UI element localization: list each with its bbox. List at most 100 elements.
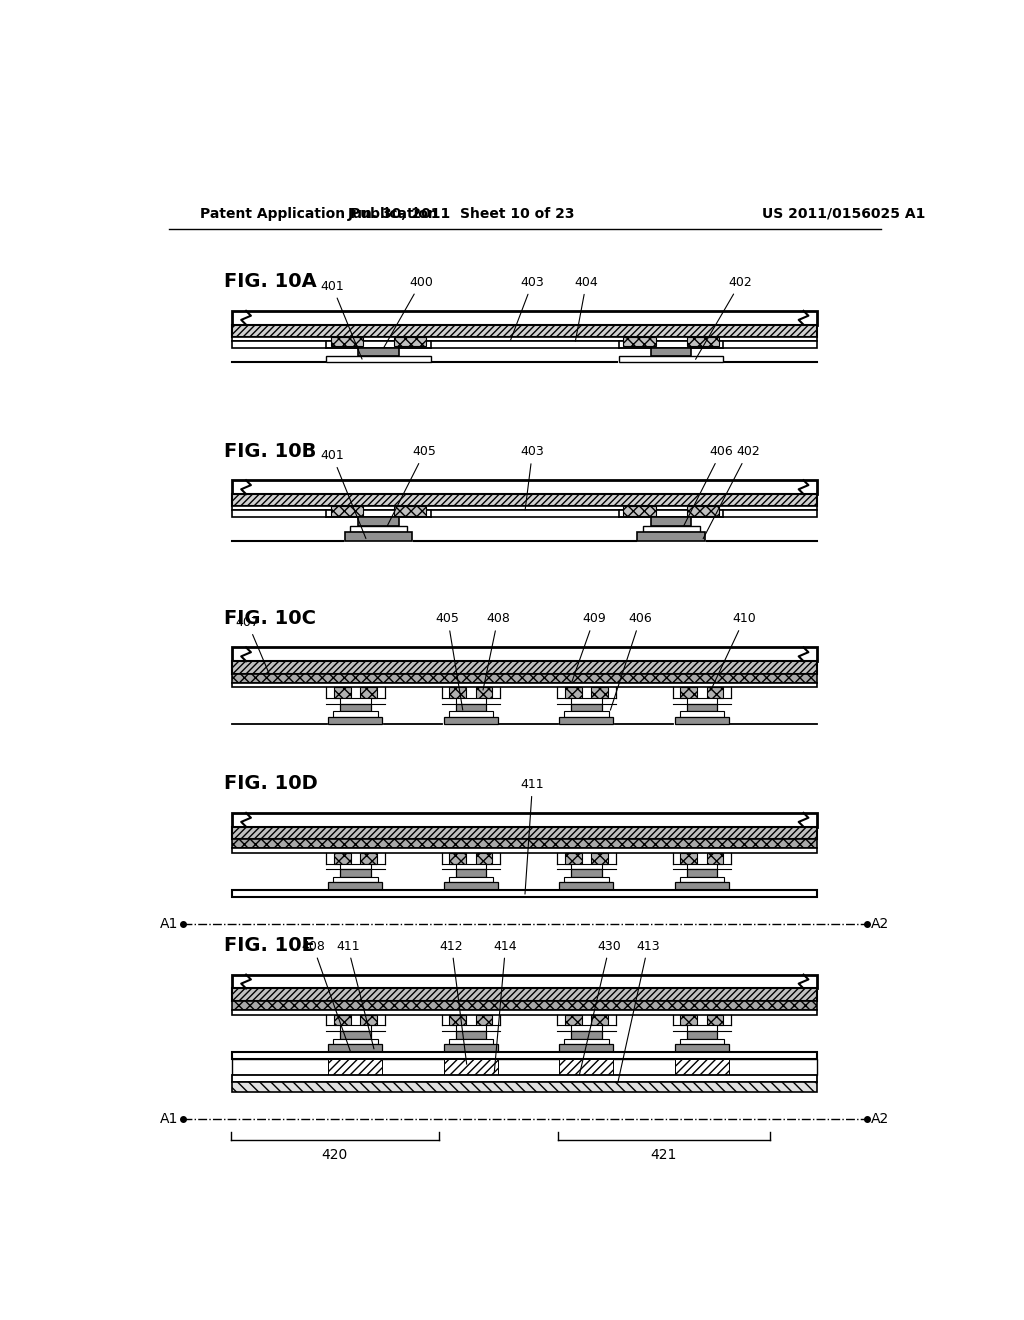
Bar: [475, 1015, 493, 1026]
Bar: [675, 882, 729, 890]
Bar: [456, 1031, 486, 1039]
Bar: [358, 348, 398, 356]
Text: 411: 411: [336, 940, 374, 1049]
Text: A2: A2: [871, 917, 890, 931]
Bar: [340, 1031, 371, 1039]
Text: 402: 402: [703, 445, 760, 539]
Text: 409: 409: [572, 612, 606, 681]
Bar: [232, 682, 817, 688]
Bar: [340, 869, 371, 876]
Bar: [360, 688, 377, 698]
Bar: [686, 1026, 717, 1031]
Text: 411: 411: [520, 777, 545, 894]
Bar: [565, 1015, 582, 1026]
Bar: [680, 688, 697, 698]
Bar: [232, 1082, 817, 1092]
Bar: [707, 1015, 724, 1026]
Bar: [340, 704, 371, 711]
Bar: [450, 688, 466, 698]
Bar: [345, 532, 413, 541]
Bar: [571, 1031, 602, 1039]
Text: A1: A1: [160, 1111, 178, 1126]
Bar: [680, 1015, 697, 1026]
Bar: [565, 853, 582, 863]
Bar: [591, 853, 608, 863]
Text: 403: 403: [520, 445, 545, 510]
Text: FIG. 10E: FIG. 10E: [224, 936, 315, 956]
Bar: [449, 711, 494, 717]
Bar: [680, 853, 697, 863]
Bar: [571, 698, 602, 704]
Bar: [232, 312, 817, 325]
Bar: [624, 337, 655, 346]
Bar: [707, 853, 724, 863]
Bar: [680, 711, 724, 717]
Text: 408: 408: [301, 940, 350, 1052]
Text: 403: 403: [510, 276, 545, 341]
Bar: [444, 1044, 498, 1052]
Text: A2: A2: [871, 1111, 890, 1126]
Text: A1: A1: [160, 917, 178, 931]
Text: 408: 408: [483, 612, 510, 690]
Bar: [329, 1044, 382, 1052]
Bar: [571, 869, 602, 876]
Text: 407: 407: [236, 616, 269, 675]
Bar: [232, 673, 817, 682]
Bar: [564, 1039, 608, 1044]
Bar: [326, 356, 431, 362]
Bar: [675, 1044, 729, 1052]
Bar: [686, 337, 719, 346]
Bar: [643, 525, 699, 532]
Bar: [350, 525, 407, 532]
Text: 420: 420: [322, 1148, 348, 1162]
Text: 402: 402: [695, 276, 753, 359]
Bar: [232, 826, 817, 840]
Bar: [450, 1015, 466, 1026]
Bar: [232, 1059, 817, 1076]
Bar: [624, 507, 655, 516]
Bar: [232, 480, 817, 494]
Bar: [333, 711, 378, 717]
Bar: [564, 876, 608, 882]
Bar: [591, 1015, 608, 1026]
Bar: [232, 813, 817, 826]
Bar: [559, 1059, 613, 1076]
Bar: [340, 1026, 371, 1031]
Bar: [637, 532, 705, 541]
Bar: [232, 325, 817, 337]
Bar: [232, 1010, 817, 1015]
Bar: [358, 517, 398, 525]
Bar: [232, 989, 817, 1001]
Bar: [559, 1044, 613, 1052]
Bar: [707, 688, 724, 698]
Bar: [444, 1059, 498, 1076]
Text: 412: 412: [440, 940, 467, 1064]
Bar: [232, 1076, 817, 1082]
Bar: [450, 853, 466, 863]
Text: 400: 400: [384, 276, 433, 347]
Bar: [686, 1031, 717, 1039]
Bar: [329, 882, 382, 890]
Bar: [331, 337, 364, 346]
Bar: [444, 717, 498, 725]
Bar: [333, 876, 378, 882]
Text: FIG. 10A: FIG. 10A: [224, 272, 317, 292]
Text: 405: 405: [387, 445, 436, 525]
Bar: [329, 1059, 382, 1076]
Bar: [559, 717, 613, 725]
Text: 410: 410: [711, 612, 756, 690]
Bar: [675, 717, 729, 725]
Bar: [232, 647, 817, 661]
Text: Jun. 30, 2011  Sheet 10 of 23: Jun. 30, 2011 Sheet 10 of 23: [348, 207, 575, 220]
Bar: [329, 717, 382, 725]
Bar: [449, 1039, 494, 1044]
Text: 406: 406: [684, 445, 733, 525]
Text: 405: 405: [436, 612, 463, 710]
Bar: [340, 863, 371, 869]
Bar: [334, 853, 351, 863]
Bar: [232, 974, 817, 989]
Bar: [331, 507, 364, 516]
Bar: [232, 840, 817, 849]
Bar: [559, 882, 613, 890]
Bar: [232, 849, 817, 853]
